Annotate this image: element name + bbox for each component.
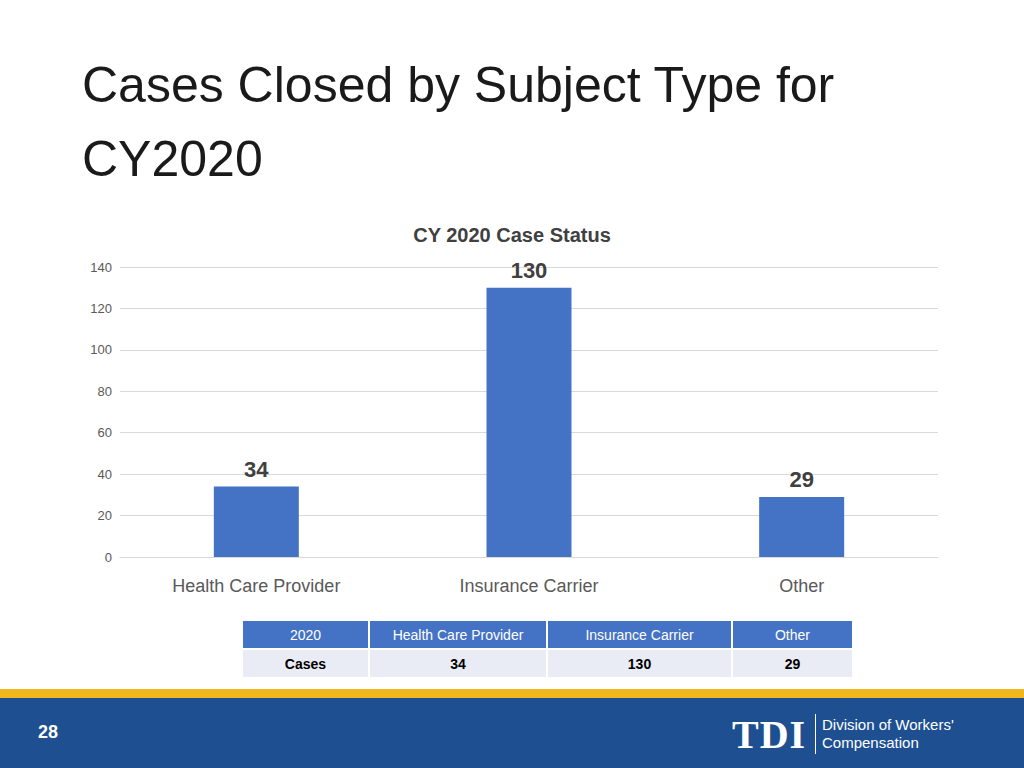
html-text:2020: 2020 [289,626,322,643]
html-text:Compensation: Compensation [822,734,919,751]
svg-text:29: 29 [789,467,813,492]
svg-text:40: 40 [98,467,112,482]
svg-text:100: 100 [90,342,112,357]
svg-text:0: 0 [105,550,112,565]
svg-text:Health Care Provider: Health Care Provider [172,576,340,596]
svg-text:34: 34 [244,457,269,482]
html-text:TDI: TDI [732,712,807,757]
html-text:Cases: Cases [284,655,327,672]
svg-text:130: 130 [511,258,548,283]
svg-text:80: 80 [98,384,112,399]
html-text:Division of Workers': Division of Workers' [822,716,954,733]
html-text:28: 28 [38,722,58,742]
html-text:Cases Closed by Subject Type f: Cases Closed by Subject Type for CY2020 [82,57,835,187]
svg-text:140: 140 [90,260,112,275]
html-text:Health Care Provider: Health Care Provider [392,626,524,643]
svg-text:120: 120 [90,301,112,316]
svg-text:60: 60 [98,425,112,440]
html-text:34: 34 [450,655,466,672]
html-text:Insurance Carrier: Insurance Carrier [585,626,694,643]
html-text:130: 130 [627,655,652,672]
html-text:Other: Other [775,626,810,643]
html-text:29: 29 [784,655,801,672]
svg-text:Insurance Carrier: Insurance Carrier [459,576,598,596]
svg-text:Other: Other [779,576,824,596]
svg-text:CY 2020 Case Status: CY 2020 Case Status [413,224,611,246]
svg-text:20: 20 [98,508,112,523]
